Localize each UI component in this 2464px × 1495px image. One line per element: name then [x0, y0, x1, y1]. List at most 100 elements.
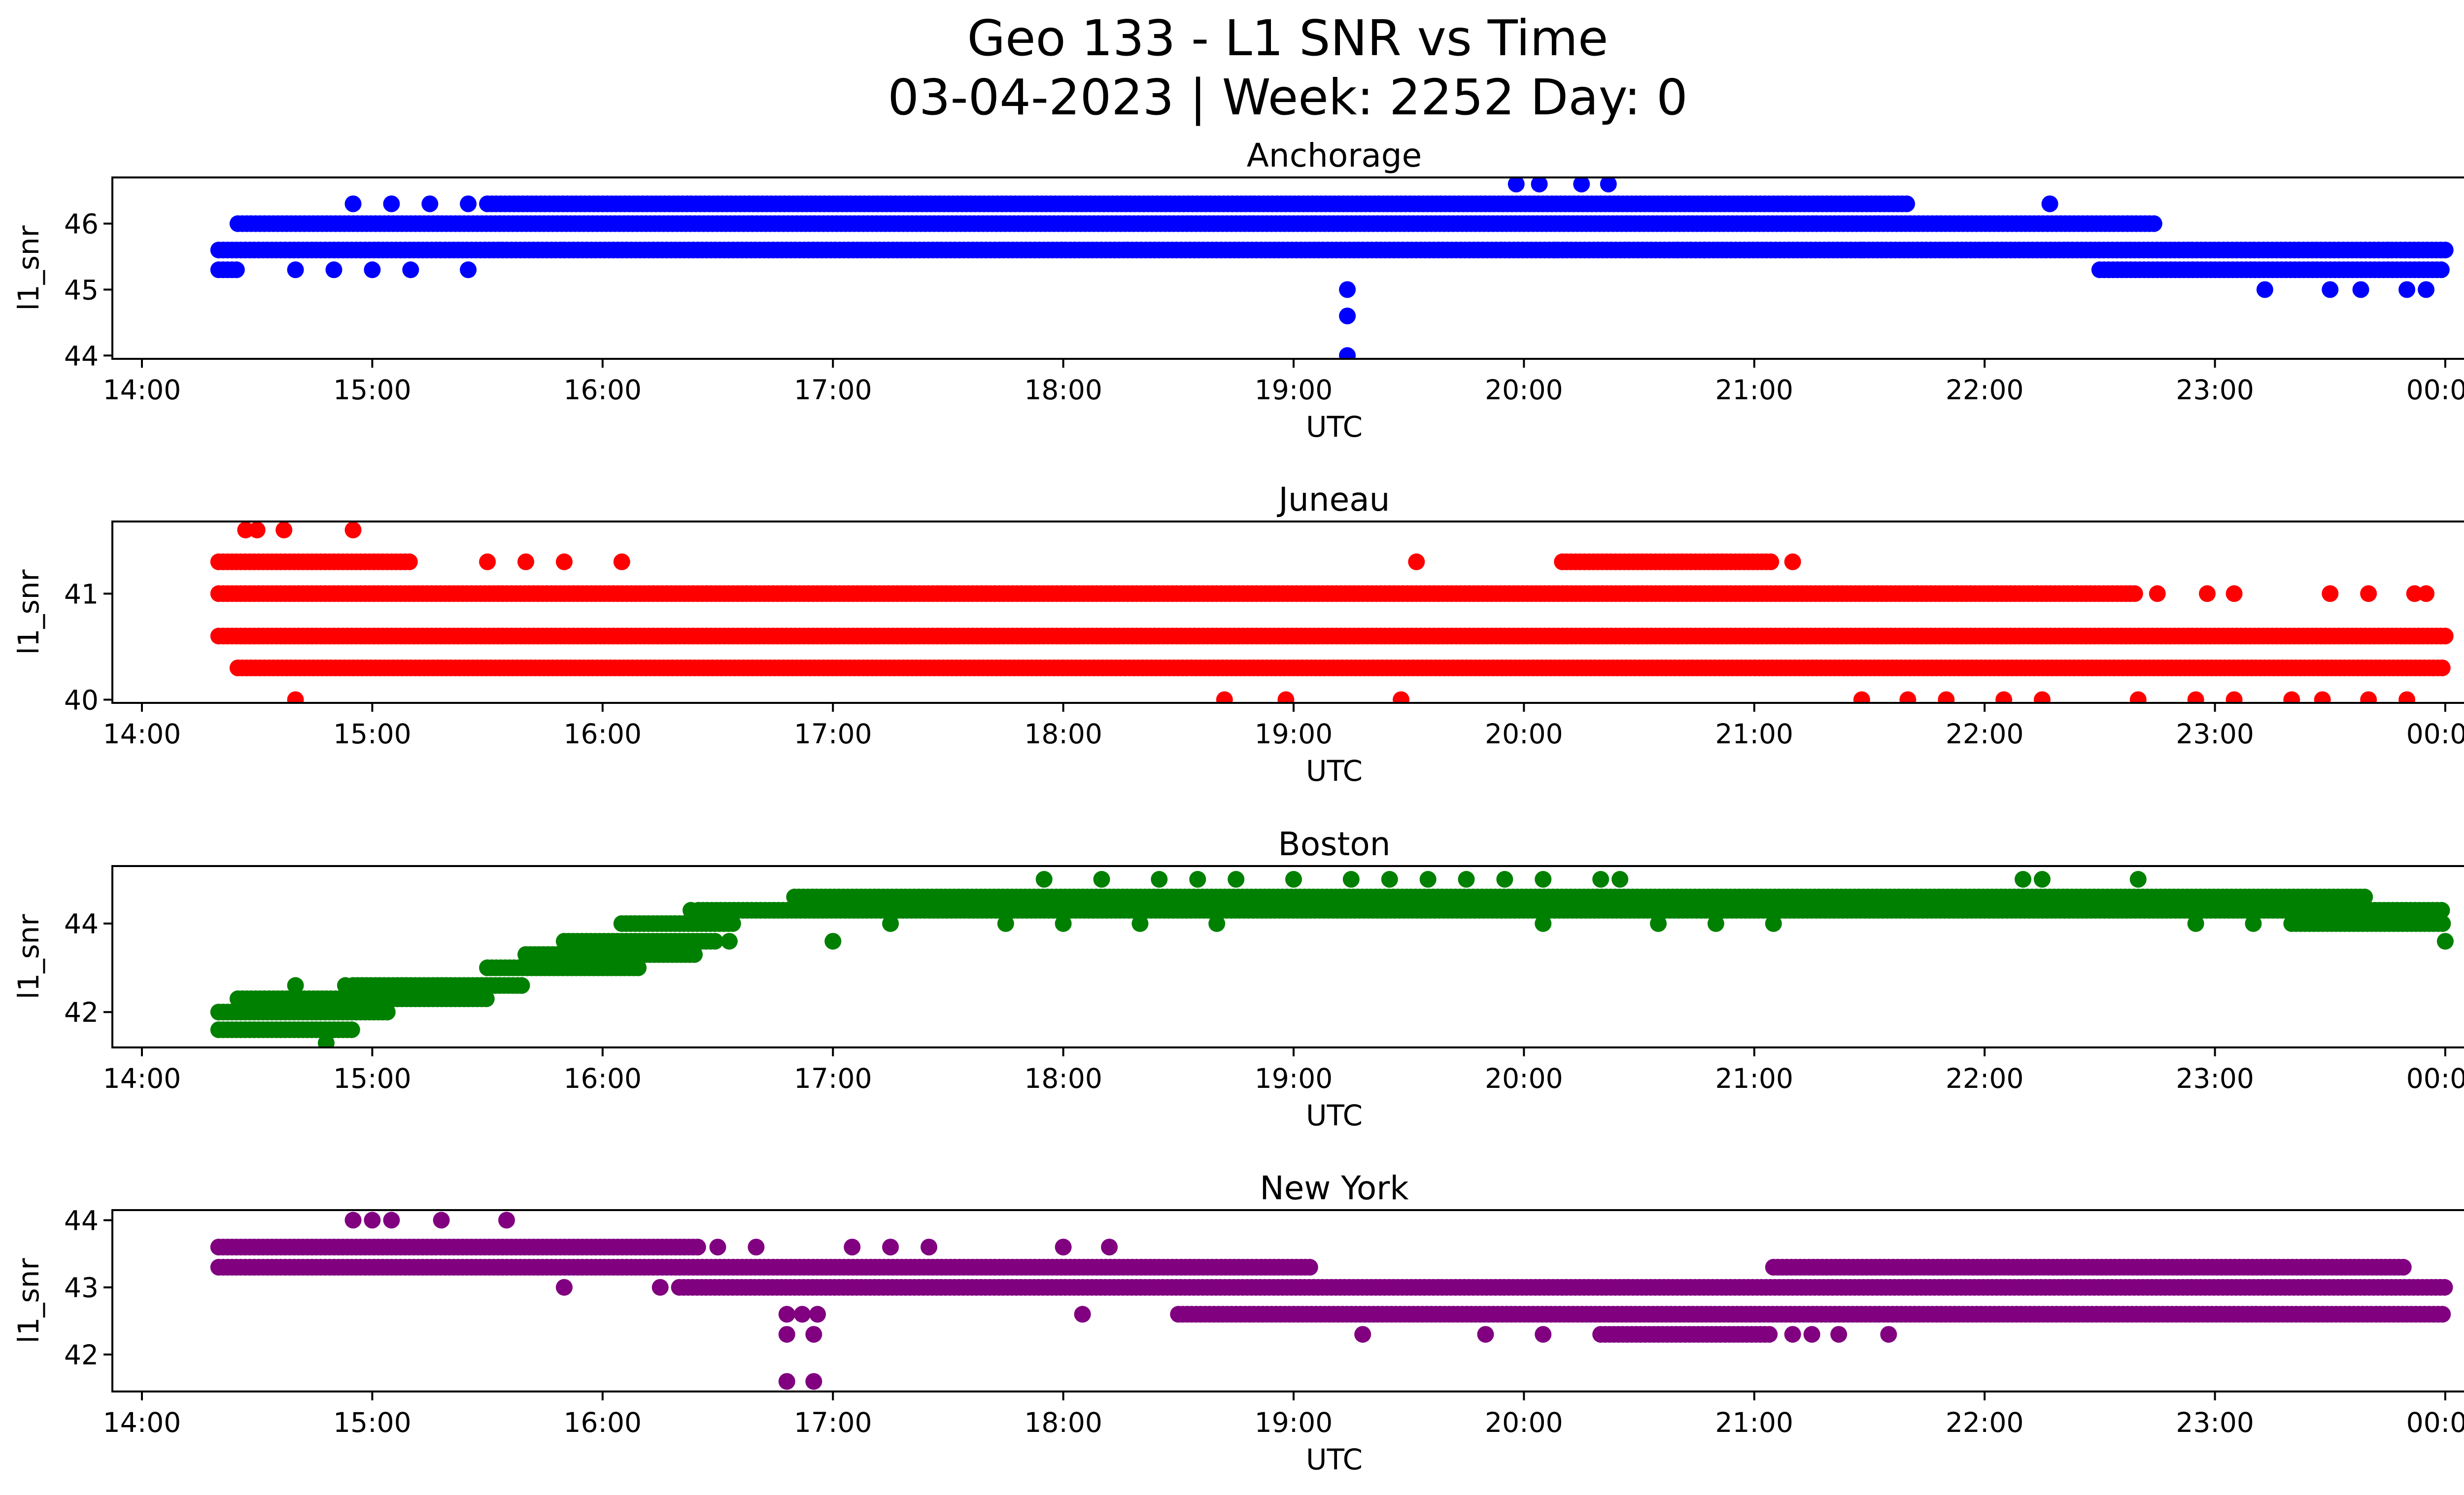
point — [2322, 281, 2339, 298]
x-tick-label: 21:00 — [1715, 718, 1794, 750]
y-tick-label: 44 — [64, 908, 99, 940]
point-band5 — [686, 946, 703, 963]
point — [364, 261, 381, 278]
y-tick-label: 40 — [64, 685, 99, 716]
panel-anchorage: 14:00 15:00 16:00 17:00 18:00 19:00 20:00 21:00… — [12, 137, 2464, 444]
x-tick-label: 16:00 — [564, 374, 642, 406]
point — [1339, 308, 1356, 324]
point — [1938, 691, 1955, 703]
point — [1531, 177, 1548, 193]
x-tick-label: 20:00 — [1485, 374, 1563, 406]
point-band0 — [2436, 627, 2454, 645]
point — [2225, 585, 2243, 602]
x-tick-label: 18:00 — [1024, 718, 1102, 750]
point — [460, 261, 477, 278]
point — [1899, 691, 1916, 703]
point — [317, 1035, 335, 1047]
point — [2225, 691, 2243, 703]
point — [248, 522, 266, 539]
point — [1535, 870, 1552, 888]
point-band0 — [343, 1021, 360, 1039]
point — [2256, 281, 2273, 298]
point-band10 — [2434, 915, 2451, 932]
point — [287, 261, 304, 278]
point-band9 — [2356, 888, 2373, 905]
point — [1573, 177, 1590, 193]
point — [1458, 870, 1475, 888]
point — [1592, 870, 1609, 888]
point — [1151, 870, 1168, 888]
point — [325, 261, 342, 278]
y-axis-label: l1_snr — [12, 569, 45, 655]
point — [402, 261, 419, 278]
x-tick-label: 23:00 — [2176, 1063, 2254, 1094]
point — [2129, 691, 2147, 703]
point-band4 — [1762, 553, 1780, 570]
point — [1546, 242, 1563, 259]
point — [344, 195, 362, 212]
x-tick-label: 23:00 — [2176, 374, 2254, 406]
point — [2398, 691, 2416, 703]
point — [2418, 281, 2435, 298]
figure-title-line2: 03-04-2023 | Week: 2252 Day: 0 — [888, 69, 1688, 126]
point — [421, 195, 439, 212]
point — [1496, 870, 1513, 888]
x-tick-label: 19:00 — [1255, 1063, 1333, 1094]
x-tick-label: 14:00 — [103, 1063, 181, 1094]
point — [2129, 870, 2147, 888]
point — [1093, 870, 1110, 888]
panel-new-york: 14:00 15:00 16:00 17:00 18:00 19:00 20:00 21:00… — [12, 1169, 2464, 1476]
x-tick-label: 14:00 — [103, 374, 181, 406]
point — [1853, 242, 1870, 259]
point — [555, 553, 573, 570]
point — [1995, 691, 2013, 703]
point — [1208, 915, 1226, 932]
x-tick-label: 18:00 — [1024, 1063, 1102, 1094]
point — [1853, 691, 1870, 703]
point-band3 — [513, 977, 530, 994]
point — [383, 195, 400, 212]
point — [1408, 553, 1425, 570]
x-axis-label: UTC — [1306, 1099, 1363, 1132]
x-tick-label: 22:00 — [1946, 374, 2024, 406]
point — [1765, 915, 1782, 932]
x-tick-label: 15:00 — [333, 374, 411, 406]
point — [287, 977, 304, 994]
point-band2 — [1898, 195, 1916, 212]
scatter-points — [210, 1212, 2453, 1390]
point — [2360, 585, 2377, 602]
point — [882, 915, 899, 932]
y-tick-label: 42 — [64, 997, 99, 1028]
point — [1707, 915, 1724, 932]
scatter-points — [210, 870, 2454, 1047]
x-tick-label: 20:00 — [1485, 718, 1563, 750]
point-band2 — [478, 990, 495, 1008]
point — [997, 915, 1014, 932]
point — [2379, 242, 2396, 259]
plot-frame — [111, 865, 2464, 1048]
point — [237, 522, 254, 539]
x-tick-label: 16:00 — [564, 1063, 642, 1094]
x-axis-label: UTC — [1306, 754, 1363, 788]
point-band3 — [2432, 261, 2450, 278]
x-tick-label: 00:00 — [2406, 374, 2464, 406]
plot-frame — [111, 521, 2464, 704]
point — [1669, 242, 1686, 259]
point-band4 — [630, 959, 647, 976]
x-tick-label: 00:00 — [2406, 718, 2464, 750]
y-tick-label: 41 — [64, 578, 99, 610]
point — [2283, 691, 2300, 703]
y-tick-label: 46 — [64, 209, 99, 240]
x-tick-label: 15:00 — [333, 1063, 411, 1094]
point — [720, 933, 738, 950]
point-band8 — [2433, 902, 2450, 919]
point — [2314, 691, 2331, 703]
point — [1419, 870, 1437, 888]
point-band0 — [689, 1239, 706, 1255]
point — [2034, 691, 2051, 703]
point — [1216, 691, 1233, 703]
panel-juneau: 14:00 15:00 16:00 17:00 18:00 19:00 20:00 21:00… — [12, 481, 2464, 788]
point-band7 — [724, 915, 741, 932]
point — [2199, 585, 2216, 602]
